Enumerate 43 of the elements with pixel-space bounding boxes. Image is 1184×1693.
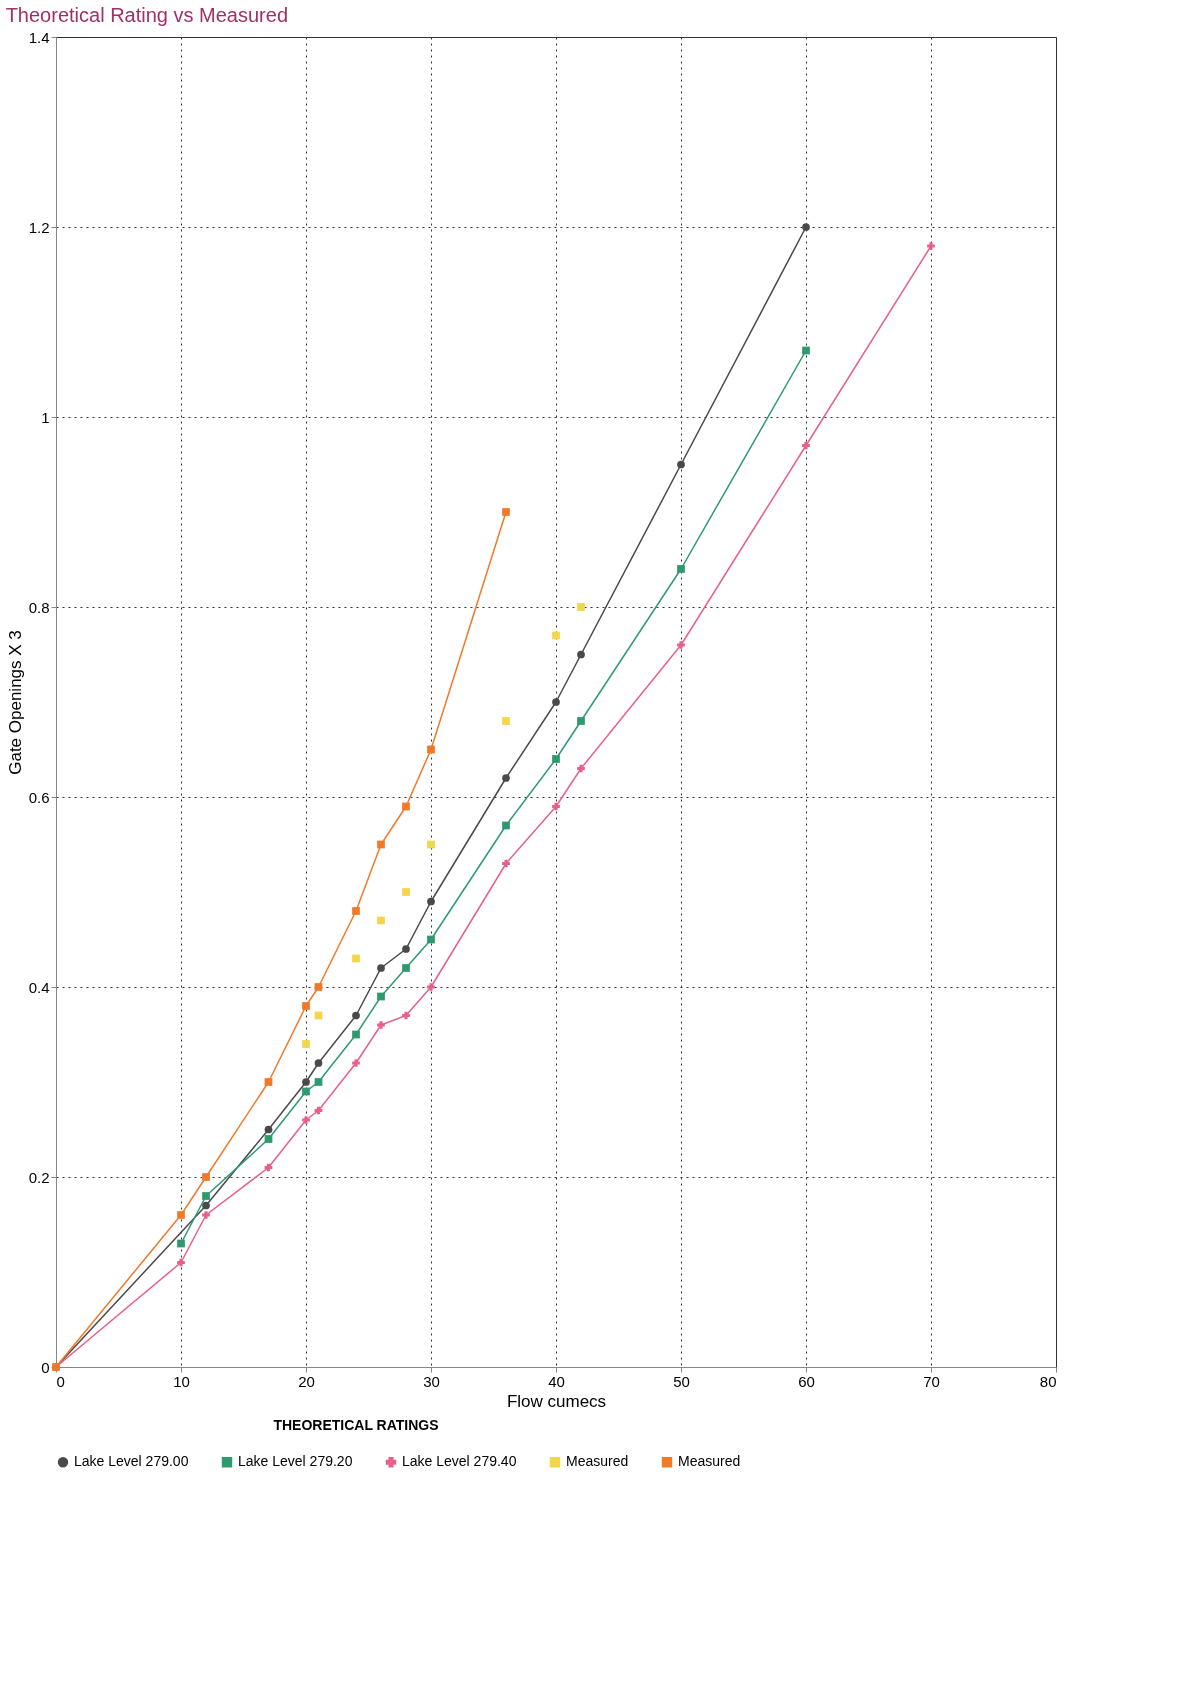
legend-label: Measured — [678, 1453, 741, 1470]
y-axis-title: Gate Openings X 3 — [5, 630, 25, 775]
point — [202, 1211, 210, 1219]
y-tick-label: 0.6 — [28, 788, 50, 806]
y-tick-label: 1.4 — [28, 28, 50, 46]
point — [302, 1040, 310, 1048]
x-tick-label: 40 — [548, 1372, 565, 1390]
x-axis-title: Flow cumecs — [506, 1391, 607, 1411]
x-tick-label: 20 — [298, 1372, 315, 1390]
point — [352, 1059, 360, 1067]
point — [552, 631, 560, 640]
point — [377, 916, 385, 925]
x-tick-label: 0 — [56, 1372, 65, 1390]
x-tick-label: 70 — [923, 1372, 940, 1390]
point — [427, 983, 435, 991]
point — [502, 508, 510, 516]
x-tick-label: 30 — [423, 1372, 440, 1390]
point — [502, 717, 510, 725]
point — [402, 888, 410, 896]
legend-label: Lake Level 279.40 — [402, 1453, 517, 1470]
chart-title: Theoretical Rating vs Measured — [5, 3, 289, 26]
point — [927, 242, 935, 250]
x-tick-label: 60 — [798, 1372, 815, 1390]
legend-label: Lake Level 279.00 — [74, 1453, 189, 1470]
point — [802, 223, 810, 231]
legend-label: Measured — [566, 1453, 629, 1470]
point — [302, 1116, 310, 1124]
x-tick-label: 50 — [673, 1372, 690, 1390]
y-tick-label: 0.4 — [28, 978, 50, 996]
point — [677, 641, 685, 649]
x-tick-label: 10 — [173, 1372, 190, 1390]
point — [352, 954, 360, 963]
y-tick-label: 0.2 — [28, 1168, 50, 1186]
point — [427, 840, 435, 849]
point — [377, 1021, 385, 1029]
legend-label: Lake Level 279.20 — [238, 1453, 353, 1470]
y-tick-label: 0.8 — [28, 598, 50, 616]
text: THEORETICAL RATINGS — [273, 1417, 439, 1433]
point — [577, 603, 585, 611]
y-tick-label: 1.2 — [28, 218, 50, 236]
y-tick-label: 1 — [41, 408, 50, 426]
y-tick-label: 0 — [41, 1358, 50, 1376]
x-tick-label: 80 — [1039, 1372, 1057, 1390]
